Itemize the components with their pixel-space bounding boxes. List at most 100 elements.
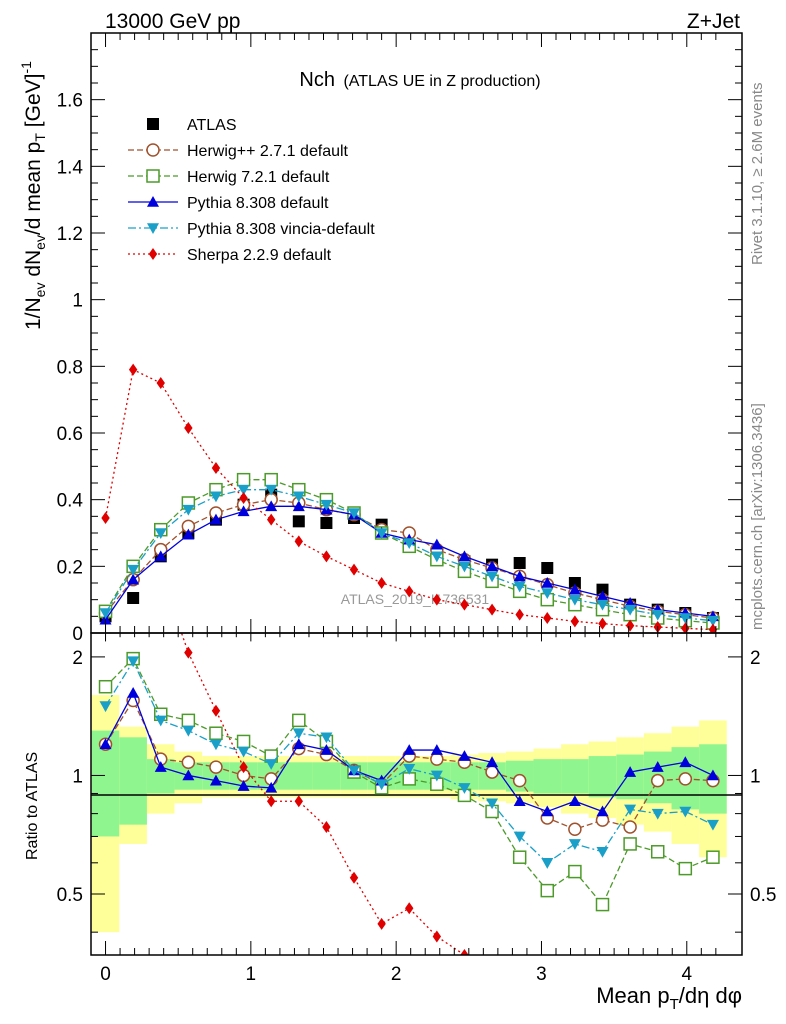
series-4-ratio-point xyxy=(348,765,361,777)
legend-marker xyxy=(146,169,160,183)
series-5-ratio-point xyxy=(239,761,248,774)
series-4-ratio-point xyxy=(486,798,499,810)
x-tick-label: 0 xyxy=(100,964,111,985)
legend-label: Pythia 8.308 default xyxy=(187,195,329,212)
y-tick-label: 0 xyxy=(72,624,83,645)
series-5-ratio-point xyxy=(515,1007,523,1019)
series-5-point xyxy=(128,363,138,376)
series-2-ratio-point xyxy=(595,897,610,912)
legend-label: Sherpa 2.2.9 default xyxy=(187,247,332,264)
series-5-point xyxy=(543,612,552,624)
main-series xyxy=(98,363,720,633)
series-2-point xyxy=(264,472,278,487)
series-3-ratio-point xyxy=(127,686,140,698)
series-3-ratio-point xyxy=(403,744,416,755)
series-3-ratio-point xyxy=(568,795,581,807)
series-5-point xyxy=(322,550,331,563)
series-5-point xyxy=(598,617,607,630)
series-5-point xyxy=(570,615,580,628)
title-sub: (ATLAS UE in Z production) xyxy=(343,73,540,90)
series-4-point xyxy=(541,588,554,599)
series-2-ratio-point xyxy=(181,713,196,728)
series-4-ratio-point xyxy=(127,656,140,668)
ylabel-ratio: Ratio to ATLAS xyxy=(24,752,41,860)
title-main: Nch xyxy=(299,69,335,91)
legend: ATLAS Herwig++ 2.7.1 default Herwig 7.2.1 … xyxy=(128,117,375,264)
series-3-point xyxy=(458,550,471,562)
series-1-ratio-point xyxy=(0,776,6,788)
series-5-ratio-point xyxy=(266,795,276,808)
band-inner-bin xyxy=(284,762,313,790)
series-2-ratio-point xyxy=(512,850,527,864)
legend-label: ATLAS xyxy=(187,117,237,134)
series-1-ratio-point xyxy=(650,773,665,788)
axis-ticks xyxy=(91,32,742,955)
series-4-ratio-point xyxy=(513,831,526,843)
series-3-ratio-point xyxy=(458,750,471,761)
series-4-point xyxy=(182,504,195,516)
series-4-point xyxy=(706,615,719,627)
series-5-point xyxy=(681,622,690,633)
series-5-point xyxy=(460,598,469,611)
axis-tick-labels: 0 1 2 3 4 0 0.2 0.4 0.6 0.8 1 1.2 1.4 1.6 0.5 0.5 1 1 2 2 xyxy=(57,91,777,985)
series-5-ratio-point xyxy=(349,871,359,884)
ratio-y-tick-label-right: 1 xyxy=(750,766,761,787)
series-5-ratio-point xyxy=(294,795,303,808)
series-5-point xyxy=(184,422,193,434)
series-5-point xyxy=(294,535,303,548)
series-3-point xyxy=(486,560,499,572)
series-2-ratio-line xyxy=(105,657,714,906)
series-5-ratio-point xyxy=(322,820,331,833)
series-1-ratio-point xyxy=(209,760,223,774)
legend-marker xyxy=(147,118,159,130)
series-4-ratio-point xyxy=(154,715,167,727)
series-0-point xyxy=(568,577,581,589)
series-5-point xyxy=(487,603,497,616)
series-0-point xyxy=(127,592,140,604)
series-1-ratio-point xyxy=(430,752,444,766)
ratio-uncertainty-bands xyxy=(91,695,727,933)
series-3-point xyxy=(596,590,609,602)
series-3-ratio-point xyxy=(237,780,250,791)
legend-marker xyxy=(147,196,159,207)
series-5-point xyxy=(156,377,165,389)
series-3-ratio-point xyxy=(679,756,692,768)
band-inner-bin xyxy=(561,759,589,794)
series-1-ratio-point xyxy=(181,755,196,770)
series-3-ratio-point xyxy=(486,756,499,768)
series-2-ratio-point xyxy=(568,864,582,879)
series-3-ratio-point xyxy=(651,761,664,772)
series-3-ratio-point xyxy=(265,781,278,793)
series-2-ratio-point xyxy=(678,861,693,876)
series-4-ratio-point xyxy=(596,846,609,858)
series-5-ratio-point xyxy=(432,930,442,943)
band-inner-bin xyxy=(312,762,341,790)
series-3-ratio-point xyxy=(320,744,333,755)
ratio-y-tick-label-right: 0.5 xyxy=(750,885,776,906)
series-4-point xyxy=(348,508,361,519)
series-5-ratio-point xyxy=(405,902,414,915)
x-tick-label: 4 xyxy=(681,964,692,985)
series-2-point xyxy=(236,472,251,487)
series-3-ratio-point xyxy=(292,738,305,750)
series-0-point xyxy=(596,583,609,596)
header-left: 13000 GeV pp xyxy=(105,10,240,33)
series-4-point xyxy=(651,609,664,621)
series-5-point xyxy=(101,512,110,524)
legend-label: Herwig 7.2.1 default xyxy=(187,169,330,186)
y-tick-label: 0.4 xyxy=(57,491,84,512)
series-4-point xyxy=(513,581,526,593)
series-4-point xyxy=(99,608,112,619)
series-3-ratio-point xyxy=(541,805,554,817)
series-5-point xyxy=(377,577,386,589)
series-5-point xyxy=(211,462,221,474)
series-1-ratio-point xyxy=(678,772,693,786)
mcplots-label: mcplots.cern.ch [arXiv:1306.3436] xyxy=(749,403,766,630)
band-inner-bin xyxy=(588,756,617,798)
series-4-point xyxy=(209,491,222,503)
series-5-point xyxy=(405,585,414,598)
series-0-point xyxy=(513,557,526,569)
legend-marker xyxy=(147,223,159,234)
series-5-ratio-point xyxy=(157,567,165,579)
